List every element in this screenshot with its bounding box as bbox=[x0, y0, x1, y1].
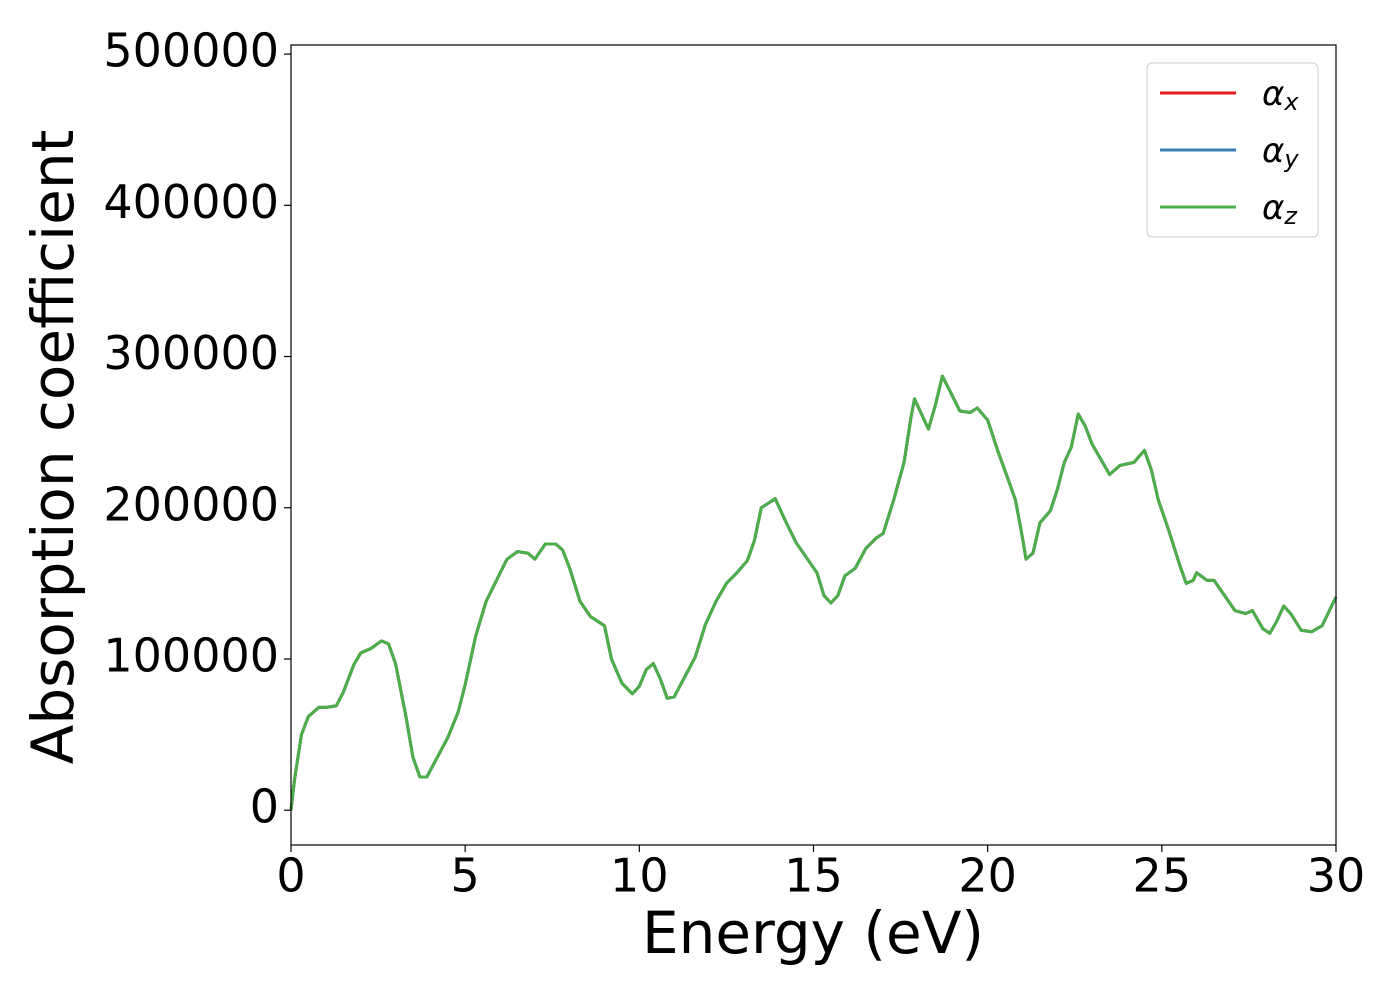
plot-frame bbox=[290, 44, 1337, 846]
legend-label: αz bbox=[1262, 188, 1298, 231]
y-tick-label: 0 bbox=[250, 780, 279, 834]
y-axis-label: Absorption coefficient bbox=[19, 130, 87, 765]
x-tick-label: 5 bbox=[451, 849, 480, 903]
series-line bbox=[289, 374, 1338, 811]
legend-label: αx bbox=[1262, 74, 1299, 117]
legend-label: αy bbox=[1262, 131, 1299, 174]
series-line bbox=[289, 374, 1338, 811]
y-tick-label: 100000 bbox=[103, 628, 279, 682]
x-tick-label: 0 bbox=[276, 849, 305, 903]
x-axis-label: Energy (eV) bbox=[642, 899, 984, 967]
x-tick-label: 25 bbox=[1133, 849, 1192, 903]
series-line bbox=[289, 374, 1338, 811]
x-tick-label: 30 bbox=[1307, 849, 1366, 903]
x-tick-label: 10 bbox=[610, 849, 669, 903]
y-tick-label: 300000 bbox=[103, 326, 279, 380]
y-tick-label: 500000 bbox=[103, 24, 279, 78]
x-tick-label: 20 bbox=[958, 849, 1017, 903]
x-tick-label: 15 bbox=[784, 849, 843, 903]
y-tick-label: 200000 bbox=[103, 477, 279, 531]
y-tick-label: 400000 bbox=[103, 175, 279, 229]
